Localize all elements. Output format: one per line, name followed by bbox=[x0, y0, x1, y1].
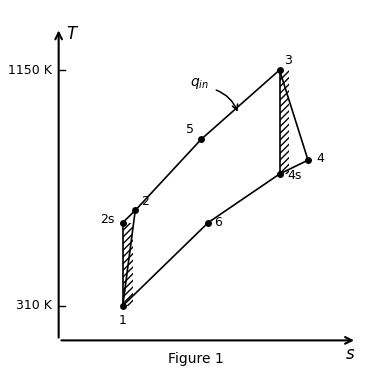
Text: 5: 5 bbox=[186, 123, 194, 136]
Text: 3: 3 bbox=[285, 54, 292, 67]
Text: 6: 6 bbox=[214, 216, 222, 229]
Text: 2: 2 bbox=[141, 195, 149, 208]
Text: 4s: 4s bbox=[287, 169, 302, 182]
Text: 1: 1 bbox=[119, 314, 127, 327]
Text: 1150 K: 1150 K bbox=[8, 64, 52, 77]
Text: 2s: 2s bbox=[100, 213, 115, 226]
Text: T: T bbox=[66, 25, 76, 43]
Bar bbox=[123, 222, 133, 306]
Text: Figure 1: Figure 1 bbox=[168, 352, 223, 366]
Bar bbox=[280, 70, 289, 174]
Text: 4: 4 bbox=[317, 152, 325, 165]
Text: $q_\mathregular{in}$: $q_\mathregular{in}$ bbox=[190, 76, 209, 91]
Text: s: s bbox=[346, 344, 355, 363]
Text: 310 K: 310 K bbox=[16, 299, 52, 312]
